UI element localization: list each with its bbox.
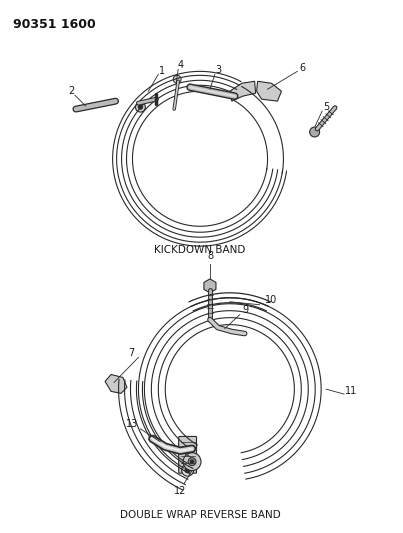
Circle shape <box>191 460 193 463</box>
FancyBboxPatch shape <box>179 437 197 473</box>
Polygon shape <box>105 375 127 393</box>
Circle shape <box>185 468 190 473</box>
Text: 10: 10 <box>266 295 278 305</box>
Text: 6: 6 <box>299 63 305 74</box>
Text: 3: 3 <box>215 66 221 75</box>
Text: 1: 1 <box>159 66 165 76</box>
Circle shape <box>183 453 201 471</box>
Text: 2: 2 <box>68 86 74 96</box>
Circle shape <box>182 464 193 476</box>
Text: 13: 13 <box>127 419 139 429</box>
Text: 7: 7 <box>129 349 135 358</box>
Text: DOUBLE WRAP REVERSE BAND: DOUBLE WRAP REVERSE BAND <box>120 510 280 520</box>
Text: 90351 1600: 90351 1600 <box>13 18 96 31</box>
Circle shape <box>139 105 142 109</box>
Text: 5: 5 <box>323 102 329 112</box>
Polygon shape <box>230 82 256 101</box>
Circle shape <box>173 75 181 83</box>
Polygon shape <box>257 82 281 101</box>
Circle shape <box>188 458 196 466</box>
Text: 11: 11 <box>345 386 357 396</box>
Text: 12: 12 <box>174 487 186 496</box>
Text: 4: 4 <box>177 60 183 70</box>
Circle shape <box>310 127 320 137</box>
Text: 8: 8 <box>207 251 213 261</box>
Text: KICKDOWN BAND: KICKDOWN BAND <box>154 245 246 255</box>
Circle shape <box>135 102 145 112</box>
Text: 9: 9 <box>243 305 249 314</box>
